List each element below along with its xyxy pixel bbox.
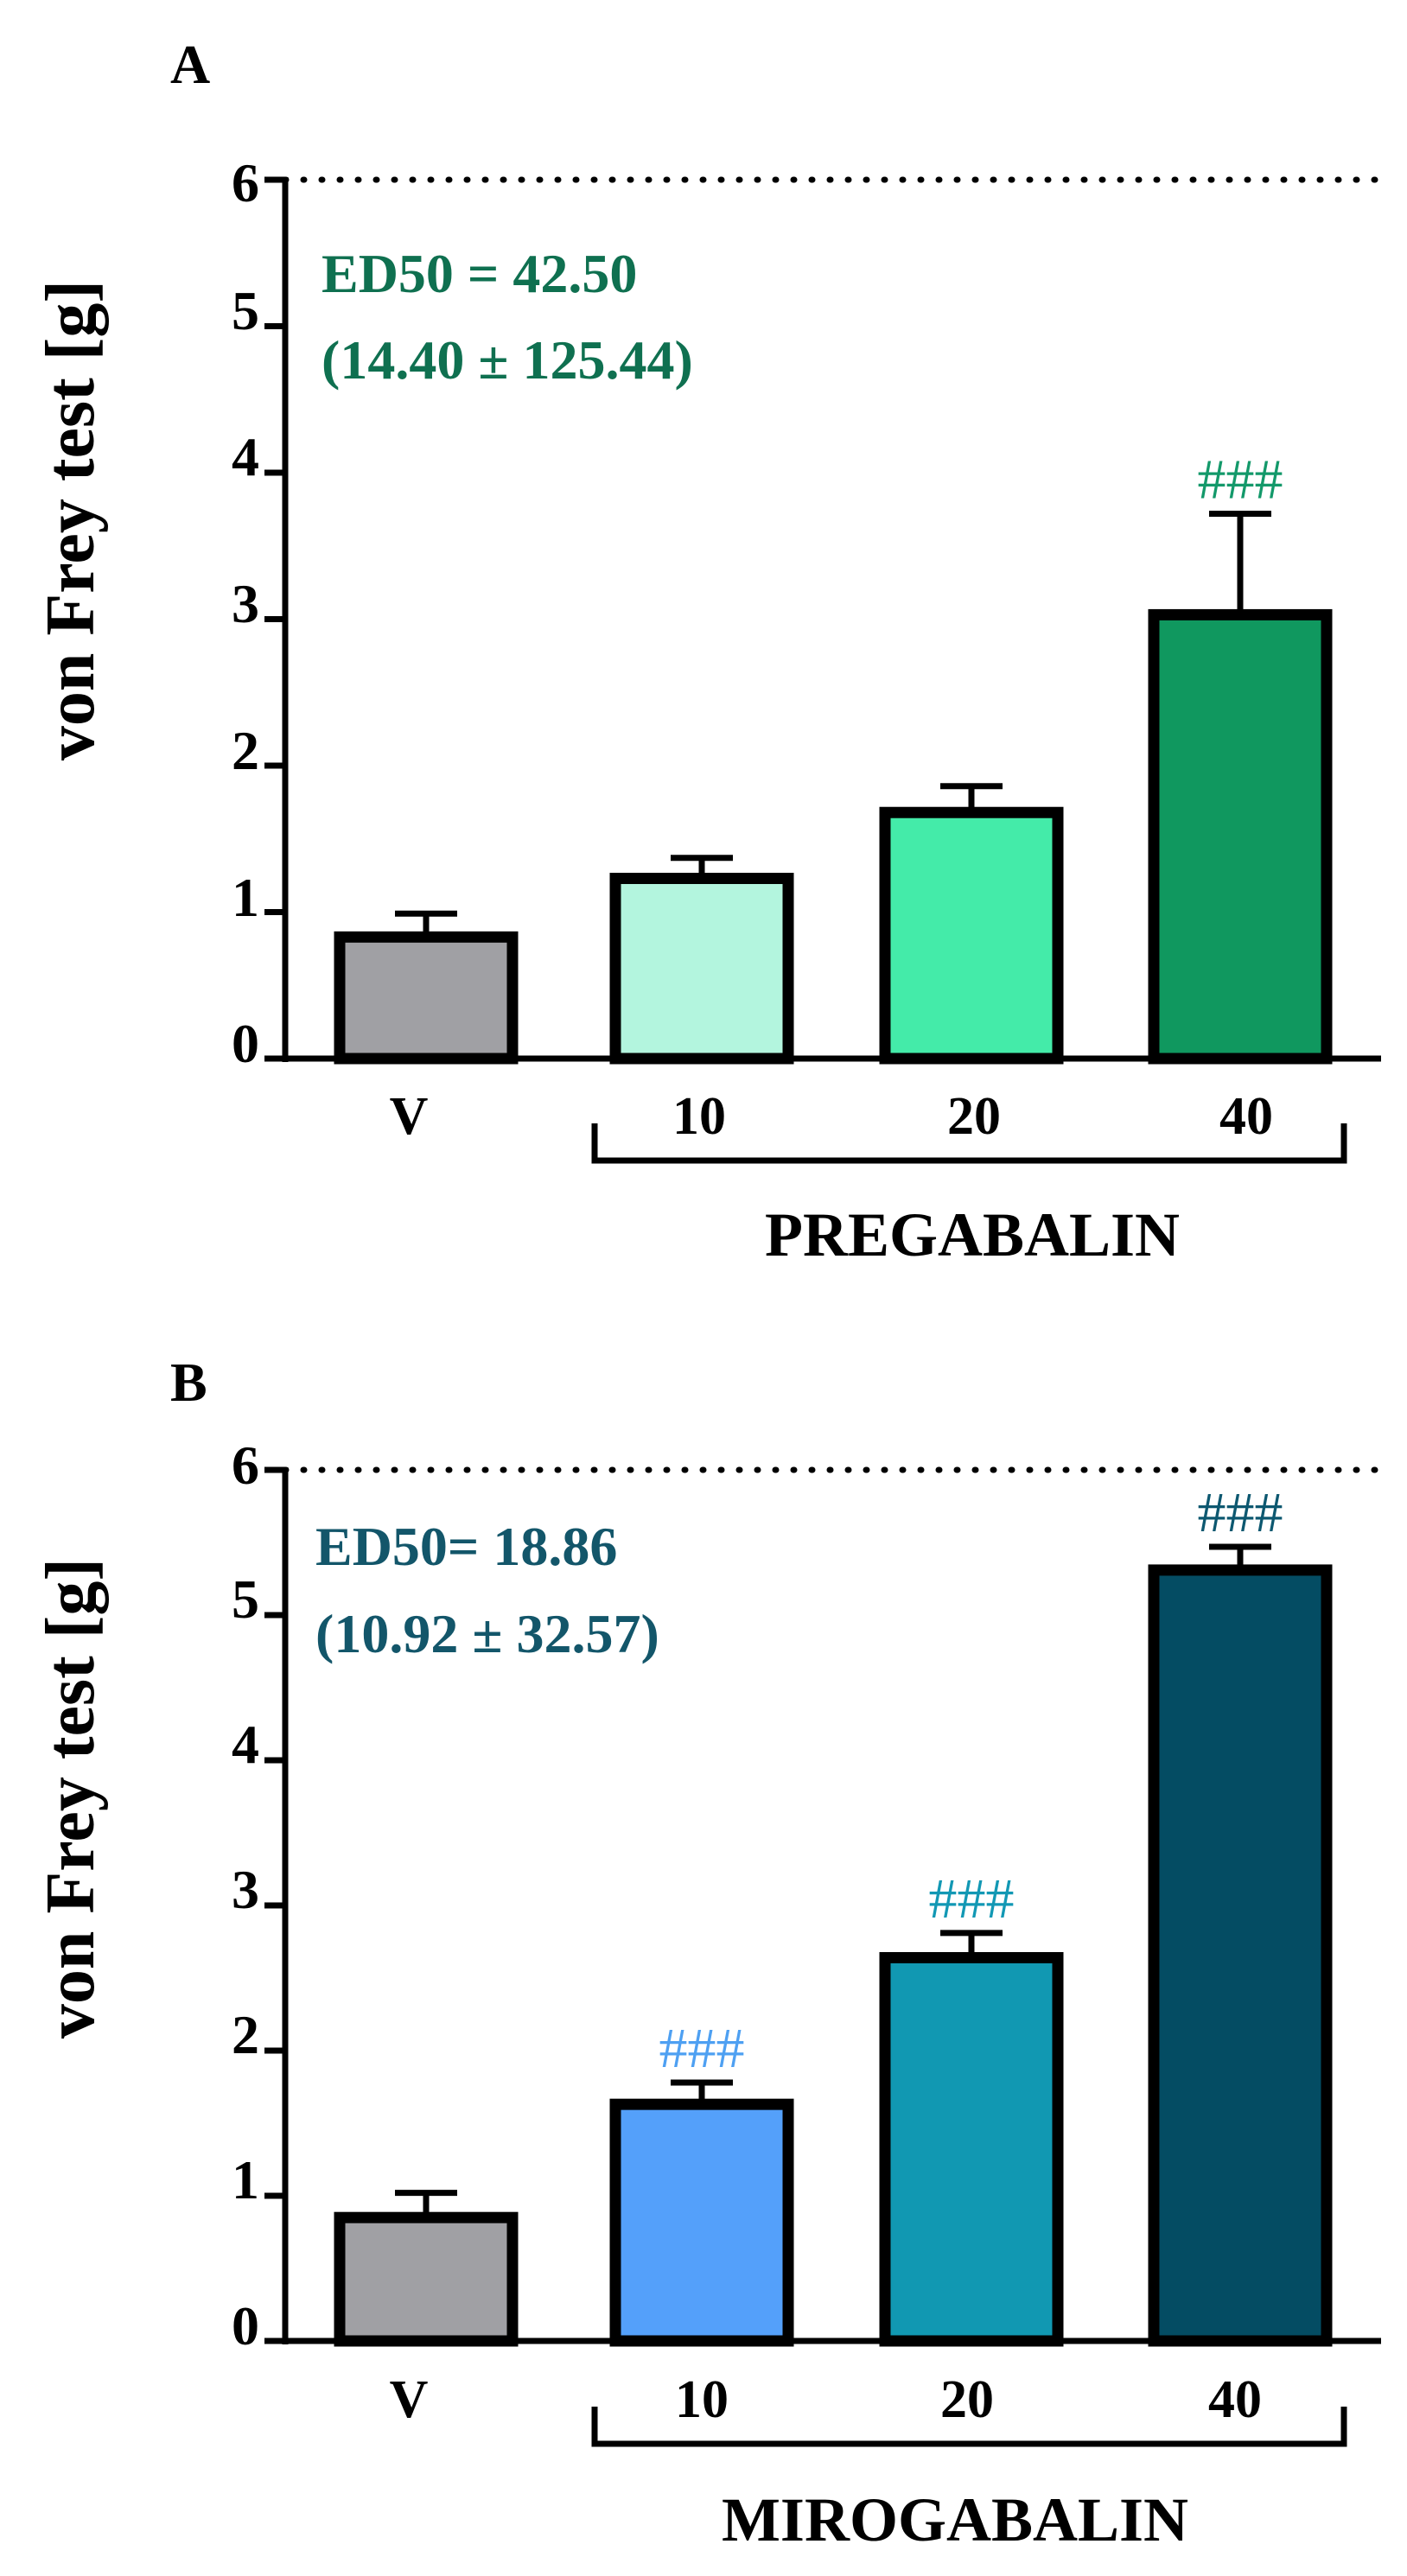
panel-a-y-axis-label: von Frey test [g] — [33, 280, 109, 760]
panel-letter-a: A — [170, 34, 210, 95]
panel-a-xtick-label: 10 — [672, 1087, 726, 1146]
panel-b-y-tick-labels: 0 1 2 3 4 5 6 — [232, 1434, 259, 2357]
panel-b-ytick-label: 1 — [232, 2149, 259, 2210]
panel-a: A von Frey test [g] 0 1 2 3 4 5 6 V 10 2… — [33, 34, 1385, 1269]
panel-b-ed50-line-1: ED50= 18.86 — [315, 1516, 617, 1577]
panel-b-ytick-label: 2 — [232, 2004, 259, 2065]
panel-b-xtick-label: 20 — [940, 2370, 994, 2429]
panel-b-significance-mark: ### — [659, 2017, 745, 2080]
panel-a-x-tick-labels: V 10 20 40 — [390, 1087, 1273, 1146]
panel-b-y-axis-label: von Frey test [g] — [33, 1558, 109, 2039]
panel-b-ytick-label: 5 — [232, 1568, 259, 1630]
panel-b-bar — [879, 1951, 1064, 2347]
panel-a-bar — [609, 873, 794, 1065]
panel-a-significance-mark: ### — [1198, 448, 1283, 511]
panel-a-xtick-label: 20 — [947, 1087, 1001, 1146]
panel-b: B von Frey test [g] 0 1 2 3 4 5 6 V 10 2… — [33, 1352, 1385, 2554]
panel-letter-b: B — [170, 1352, 207, 1413]
panel-b-significance-mark: ### — [929, 1867, 1015, 1930]
panel-a-bar — [879, 806, 1064, 1065]
panel-b-ytick-label: 4 — [232, 1714, 259, 1775]
panel-a-ytick-label: 1 — [232, 867, 259, 928]
panel-a-ytick-label: 5 — [232, 280, 259, 341]
panel-b-bar — [334, 2211, 519, 2347]
panel-a-bar — [1148, 608, 1333, 1065]
panel-b-group-label: MIROGABALIN — [722, 2485, 1188, 2554]
panel-b-bar — [609, 2098, 794, 2347]
panel-a-ytick-label: 2 — [232, 720, 259, 781]
panel-a-ytick-label: 4 — [232, 426, 259, 487]
panel-a-group-bracket — [591, 1123, 1347, 1164]
panel-b-significance-mark: ### — [1198, 1481, 1283, 1544]
panel-b-group-bracket — [591, 2407, 1347, 2447]
panel-a-xtick-label: V — [390, 1087, 429, 1146]
panel-b-ed50-line-2: (10.92 ± 32.57) — [315, 1603, 659, 1664]
panel-a-ytick-label: 0 — [232, 1013, 259, 1074]
panel-a-xtick-label: 40 — [1219, 1087, 1273, 1146]
panel-a-ed50-line-1: ED50 = 42.50 — [322, 243, 637, 304]
panel-a-ed50-line-2: (14.40 ± 125.44) — [322, 329, 693, 391]
panel-a-ytick-label: 6 — [232, 152, 259, 213]
panel-b-bar — [1148, 1564, 1333, 2347]
panel-b-ytick-label: 3 — [232, 1859, 259, 1920]
panel-b-xtick-label: 10 — [675, 2370, 729, 2429]
panel-b-xtick-label: V — [390, 2370, 429, 2429]
panel-b-ytick-label: 6 — [232, 1434, 259, 1496]
panel-a-y-tick-labels: 0 1 2 3 4 5 6 — [232, 152, 259, 1074]
panel-b-x-tick-labels: V 10 20 40 — [390, 2370, 1262, 2429]
panel-a-bar — [334, 931, 519, 1065]
panel-b-xtick-label: 40 — [1208, 2370, 1262, 2429]
panel-a-ytick-label: 3 — [232, 573, 259, 634]
panel-b-ytick-label: 0 — [232, 2295, 259, 2357]
panel-a-group-label: PREGABALIN — [765, 1200, 1180, 1269]
